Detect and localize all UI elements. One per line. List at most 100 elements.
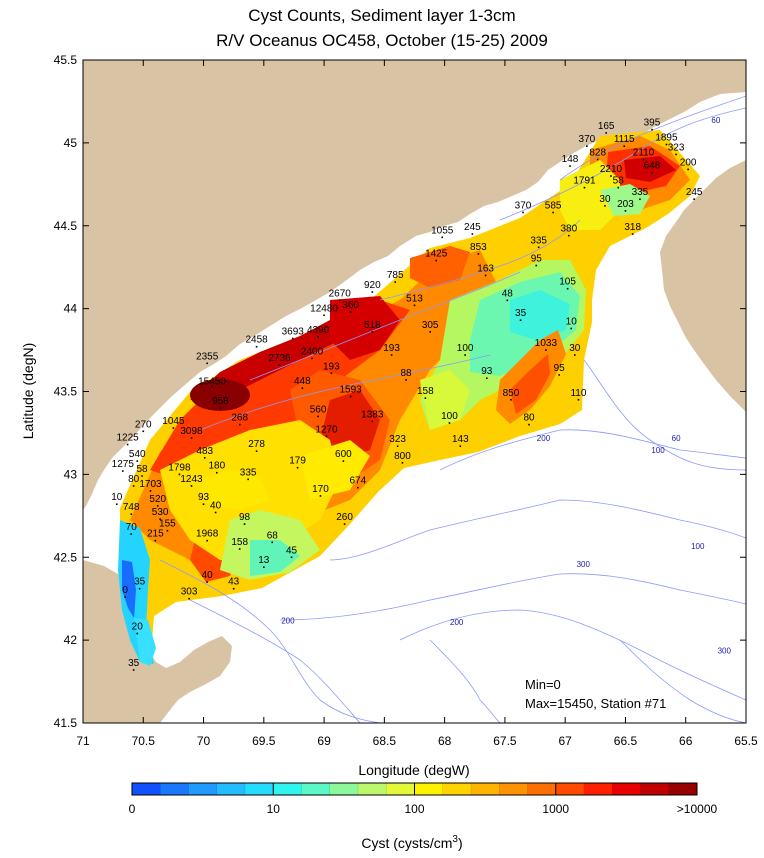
station-label: 2110 [633, 147, 655, 158]
station-label: 35 [515, 308, 527, 319]
station-label: 335 [240, 467, 257, 478]
station-label: 800 [394, 451, 411, 462]
station-label: 35 [134, 577, 146, 588]
land [83, 60, 746, 723]
station-marker [291, 337, 294, 340]
station-marker [130, 533, 133, 535]
y-axis-label: Latitude (degN) [20, 343, 36, 440]
colorbar-tick-label: 0 [129, 802, 136, 816]
station-marker [535, 264, 538, 267]
station-marker [342, 460, 345, 462]
station-label: 158 [417, 386, 434, 397]
map-title: Cyst Counts, Sediment layer 1-3cm [248, 6, 516, 25]
station-marker [519, 319, 522, 322]
station-label: 278 [248, 439, 265, 450]
station-label: 1115 [614, 134, 635, 145]
station-label: 1243 [180, 474, 203, 485]
station-label: 245 [686, 187, 703, 198]
stats-min: Min=0 [525, 677, 561, 692]
station-label: 270 [135, 419, 152, 430]
station-label: 179 [289, 456, 306, 467]
station-label: 2400 [301, 346, 324, 357]
station-label: 2670 [329, 288, 352, 299]
colorbar-swatch [640, 783, 670, 795]
station-label: 10 [566, 317, 578, 328]
station-label: 1968 [196, 529, 219, 540]
isobath-label: 60 [711, 116, 720, 125]
station-marker [567, 234, 570, 237]
station-label: 323 [389, 434, 406, 445]
station-label: 395 [644, 118, 661, 129]
y-tick-label: 43 [64, 467, 78, 481]
station-label: 68 [267, 530, 279, 541]
stats-max: Max=15450, Station #71 [525, 696, 666, 711]
colorbar-swatch [527, 783, 557, 795]
station-marker [537, 246, 540, 249]
station-marker [424, 397, 427, 399]
station-marker [141, 475, 143, 477]
station-marker [528, 423, 530, 426]
station-label: 448 [294, 376, 311, 387]
station-label: 268 [231, 413, 248, 424]
colorbar-swatch [555, 783, 585, 795]
station-marker [271, 541, 274, 544]
station-label: 323 [668, 142, 685, 153]
station-marker [290, 556, 293, 559]
station-label: 100 [457, 343, 474, 354]
station-label: 180 [208, 461, 225, 472]
colorbar-swatch [216, 783, 246, 795]
station-marker [349, 311, 352, 313]
colorbar-swatch [612, 783, 641, 795]
colorbar-swatch [471, 783, 500, 795]
station-label: 1425 [425, 249, 448, 260]
station-label: 260 [336, 512, 353, 523]
station-marker [464, 354, 466, 356]
station-marker [126, 443, 129, 446]
station-marker [693, 198, 695, 201]
station-marker [172, 427, 175, 429]
isobath-label: 200 [537, 434, 551, 443]
station-marker [390, 354, 393, 356]
station-label: 303 [181, 587, 198, 598]
station-marker [219, 407, 222, 409]
station-label: 958 [212, 396, 229, 407]
station-marker [238, 423, 241, 426]
colorbar-label-superscript: 3 [452, 834, 458, 845]
station-marker [569, 165, 571, 167]
station-label: 648 [644, 161, 661, 172]
station-label: 370 [515, 200, 532, 211]
station-label: 335 [632, 187, 649, 198]
station-label: 2355 [196, 351, 219, 362]
station-marker [203, 457, 206, 459]
y-tick-label: 42.5 [54, 550, 78, 564]
x-tick-label: 70.5 [132, 734, 156, 748]
station-label: 148 [562, 154, 579, 165]
x-axis-ticks: 71 70.5 70 69.5 69 68.5 68 67.5 67 66.5 66 65.5 [76, 60, 758, 748]
station-label: 4390 [307, 325, 330, 336]
station-label: 1275 [112, 459, 135, 470]
colorbar-tick-label: 100 [404, 802, 424, 816]
station-marker [687, 168, 689, 171]
x-tick-label: 67.5 [493, 734, 517, 748]
station-label: 15450 [198, 377, 226, 388]
station-label: 163 [477, 263, 494, 274]
station-label: 200 [680, 157, 697, 168]
station-marker [154, 539, 157, 542]
station-label: 1045 [162, 416, 185, 427]
colorbar-label: Cyst (cysts/cm3) [361, 834, 462, 851]
station-marker [301, 387, 304, 389]
station-marker [188, 597, 190, 600]
colorbar-swatch [386, 783, 415, 795]
station-marker [574, 354, 576, 356]
station-marker [371, 291, 374, 293]
isobath-label: 100 [651, 446, 665, 455]
station-marker [311, 357, 313, 360]
station-marker [401, 461, 404, 464]
station-marker [142, 430, 145, 433]
station-label: 20 [132, 621, 144, 632]
station-marker [278, 364, 281, 366]
colorbar-tick-label: >10000 [677, 802, 718, 816]
station-label: 40 [202, 570, 214, 581]
x-axis-label: Longitude (degW) [358, 762, 469, 778]
station-marker [206, 581, 208, 583]
